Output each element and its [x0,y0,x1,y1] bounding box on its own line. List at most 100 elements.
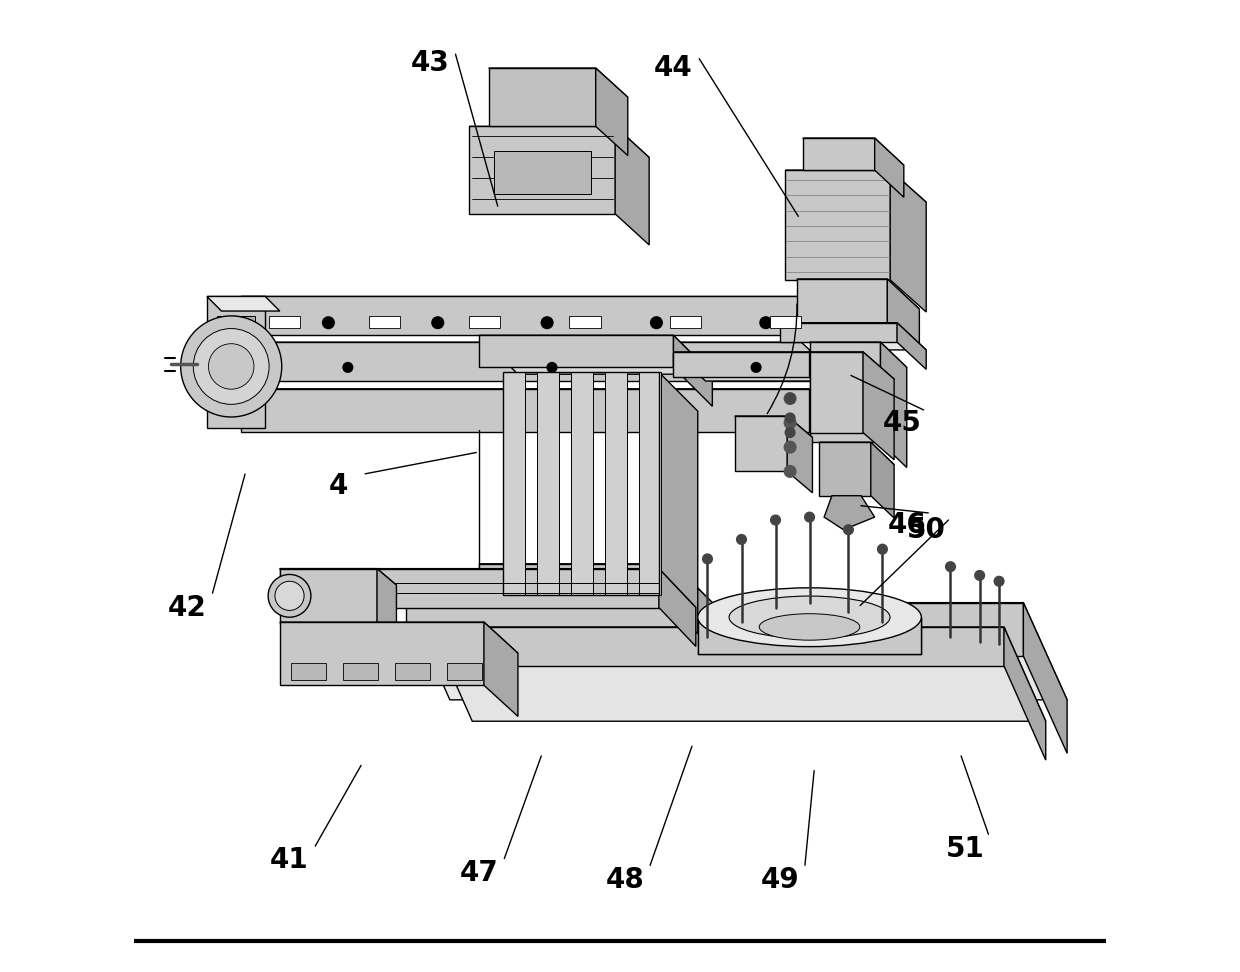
Polygon shape [673,352,810,377]
Polygon shape [241,389,810,432]
Polygon shape [430,627,1045,721]
Circle shape [784,393,796,404]
Polygon shape [802,138,904,165]
Polygon shape [479,564,712,603]
Polygon shape [217,316,255,335]
Polygon shape [280,569,377,624]
Polygon shape [207,296,265,428]
Polygon shape [734,416,812,437]
Polygon shape [897,323,926,369]
Polygon shape [810,342,848,420]
Bar [343,663,378,680]
Polygon shape [1004,627,1045,760]
Polygon shape [469,126,615,214]
Polygon shape [280,622,484,685]
Polygon shape [241,342,810,381]
Circle shape [275,581,304,610]
Circle shape [805,512,815,522]
Polygon shape [494,151,590,194]
Circle shape [322,317,335,329]
Polygon shape [479,335,673,367]
Circle shape [651,317,662,329]
Polygon shape [785,170,926,202]
Polygon shape [880,342,906,468]
Polygon shape [430,627,1004,666]
Polygon shape [820,442,894,465]
Polygon shape [484,622,518,716]
Text: 42: 42 [169,594,207,621]
Polygon shape [734,416,787,471]
Polygon shape [780,323,926,350]
Polygon shape [605,372,626,595]
Polygon shape [615,126,650,245]
Polygon shape [407,603,1023,656]
Circle shape [784,466,796,477]
Polygon shape [810,352,842,406]
Polygon shape [874,138,904,197]
Circle shape [785,428,795,437]
Circle shape [785,413,795,423]
Circle shape [975,571,985,580]
Ellipse shape [759,613,859,641]
Circle shape [770,515,780,525]
Polygon shape [673,564,712,632]
Circle shape [208,344,254,389]
Bar [370,316,401,328]
Polygon shape [810,342,906,367]
Polygon shape [810,342,880,442]
Polygon shape [572,372,593,595]
Polygon shape [407,603,1068,700]
Polygon shape [479,564,673,593]
Polygon shape [698,617,921,654]
Polygon shape [870,442,894,518]
Bar [469,316,501,328]
Polygon shape [537,372,559,595]
Polygon shape [469,126,650,157]
Polygon shape [241,296,810,335]
Circle shape [268,574,311,617]
Polygon shape [658,372,698,634]
Polygon shape [241,342,848,381]
Circle shape [193,329,269,404]
Polygon shape [479,335,712,374]
Bar [770,316,801,328]
Polygon shape [595,68,627,156]
Circle shape [542,317,553,329]
Polygon shape [280,622,518,653]
Polygon shape [673,352,842,381]
Polygon shape [489,68,627,97]
Ellipse shape [698,588,921,646]
Text: 45: 45 [883,409,921,436]
Text: 44: 44 [653,54,693,82]
Polygon shape [810,389,848,470]
Bar [670,316,701,328]
Polygon shape [863,352,894,460]
Polygon shape [658,569,696,646]
Polygon shape [888,279,919,353]
Circle shape [181,316,281,417]
Text: 4: 4 [329,472,347,500]
Text: 47: 47 [460,859,498,886]
Text: 41: 41 [270,847,309,874]
Circle shape [946,562,955,572]
Bar [396,663,430,680]
Polygon shape [825,496,874,530]
Polygon shape [810,352,863,433]
Polygon shape [820,442,870,496]
Polygon shape [207,296,280,311]
Circle shape [878,544,888,554]
Polygon shape [673,335,712,406]
Polygon shape [810,352,894,379]
Polygon shape [241,389,848,428]
Ellipse shape [729,596,890,639]
Polygon shape [797,279,888,323]
Polygon shape [1023,603,1068,753]
Polygon shape [503,372,525,595]
Circle shape [760,317,771,329]
Bar [291,663,326,680]
Bar [446,663,482,680]
Text: 51: 51 [946,835,985,862]
Polygon shape [377,569,397,641]
Polygon shape [810,296,848,374]
Polygon shape [802,138,874,170]
